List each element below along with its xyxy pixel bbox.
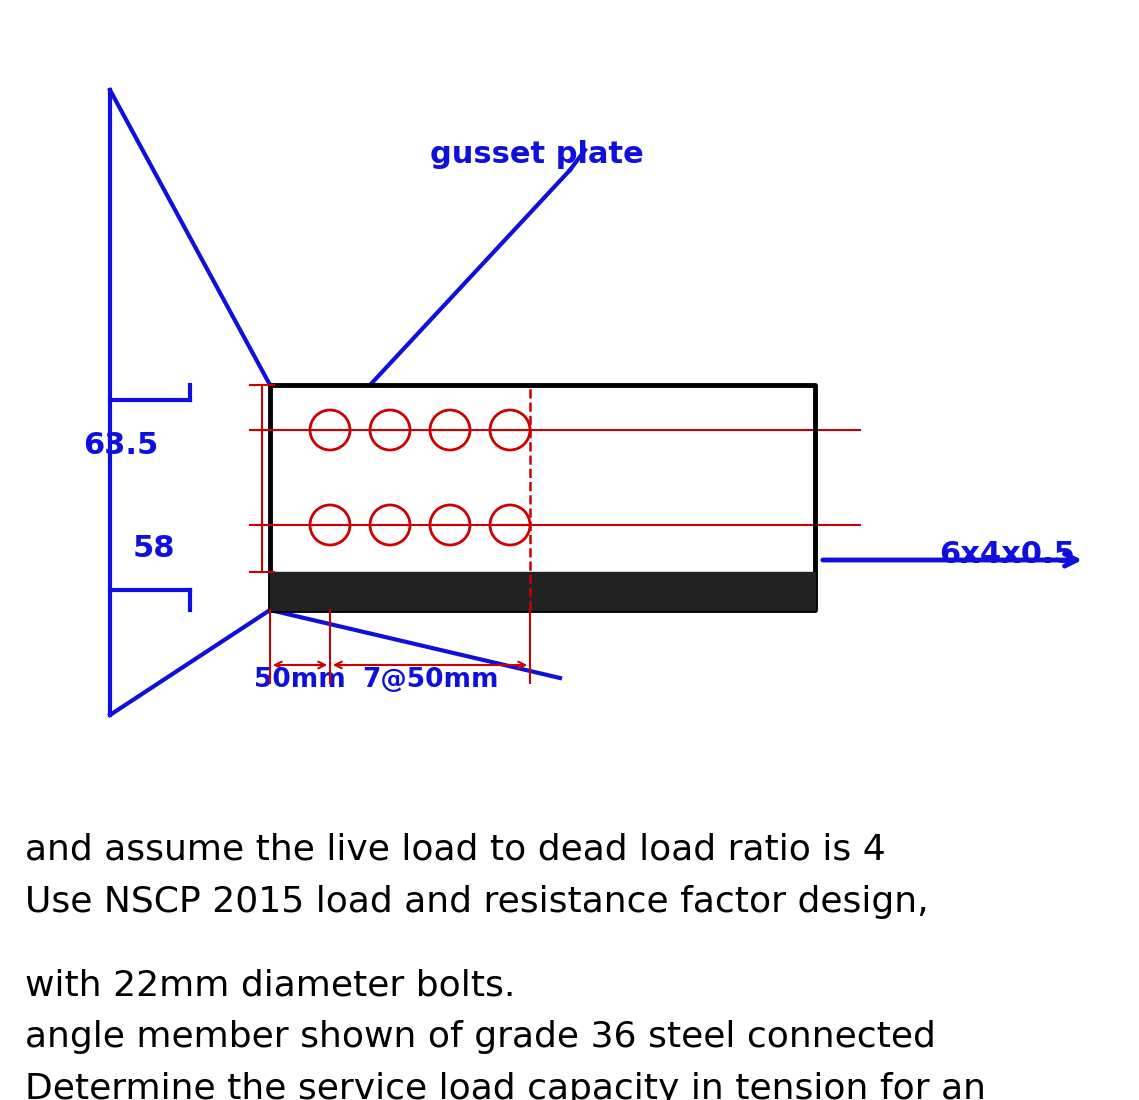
Text: and assume the live load to dead load ratio is 4: and assume the live load to dead load ra… bbox=[25, 833, 886, 867]
Text: 50mm: 50mm bbox=[254, 667, 346, 693]
Text: Use NSCP 2015 load and resistance factor design,: Use NSCP 2015 load and resistance factor… bbox=[25, 886, 928, 918]
Text: gusset plate: gusset plate bbox=[431, 140, 644, 169]
Text: 63.5: 63.5 bbox=[83, 430, 158, 460]
Text: 7@50mm: 7@50mm bbox=[362, 667, 498, 693]
Text: with 22mm diameter bolts.: with 22mm diameter bolts. bbox=[25, 968, 515, 1002]
Polygon shape bbox=[270, 572, 816, 610]
Text: Determine the service load capacity in tension for an: Determine the service load capacity in t… bbox=[25, 1072, 986, 1100]
Text: 58: 58 bbox=[132, 534, 175, 563]
Text: angle member shown of grade 36 steel connected: angle member shown of grade 36 steel con… bbox=[25, 1020, 936, 1054]
Text: 6x4x0.5: 6x4x0.5 bbox=[940, 540, 1075, 569]
